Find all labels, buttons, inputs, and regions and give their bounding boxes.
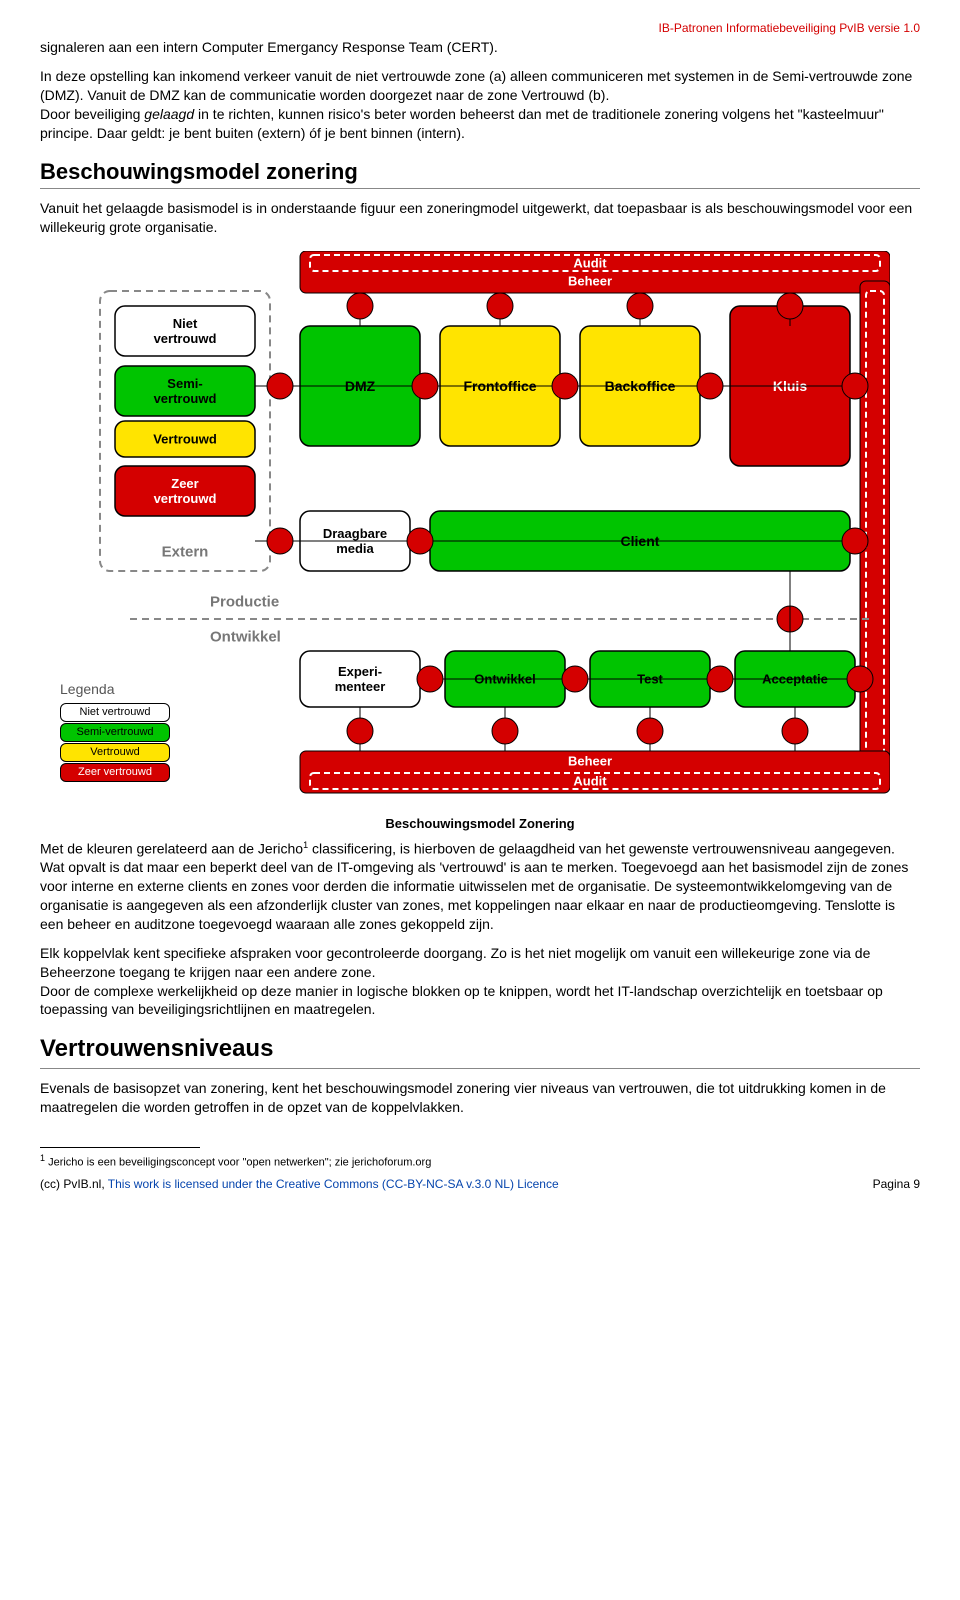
svg-text:Ontwikkel: Ontwikkel [210,628,281,645]
legend-title: Legenda [60,680,180,699]
svg-text:media: media [336,541,374,556]
svg-text:Audit: Audit [573,256,607,271]
svg-text:Extern: Extern [162,543,209,560]
svg-text:vertrouwd: vertrouwd [154,331,217,346]
zonering-diagram: AuditBeheerBeheerAuditNietvertrouwdSemi-… [70,251,890,833]
svg-text:Draagbare: Draagbare [323,526,387,541]
rule [40,188,920,189]
svg-text:Zeer: Zeer [171,476,198,491]
svg-text:menteer: menteer [335,679,386,694]
paragraph: Evenals de basisopzet van zonering, kent… [40,1079,920,1117]
svg-text:Vertrouwd: Vertrouwd [153,432,217,447]
svg-text:Beheer: Beheer [568,754,612,769]
legend-item: Zeer vertrouwd [60,763,170,782]
footnote-separator [40,1147,200,1148]
svg-text:Semi-: Semi- [167,376,202,391]
paragraph: signaleren aan een intern Computer Emerg… [40,38,920,57]
svg-text:Productie: Productie [210,593,279,610]
legend-item: Niet vertrouwd [60,703,170,722]
paragraph: Vanuit het gelaagde basismodel is in ond… [40,199,920,237]
svg-text:Niet: Niet [173,316,198,331]
heading-vertrouwensniveaus: Vertrouwensniveaus [40,1033,920,1065]
svg-text:vertrouwd: vertrouwd [154,491,217,506]
paragraph: In deze opstelling kan inkomend verkeer … [40,67,920,143]
footnote: 1 Jericho is een beveiligingsconcept voo… [40,1152,920,1171]
page-footer: (cc) PvIB.nl, This work is licensed unde… [40,1176,920,1192]
legend: Legenda Niet vertrouwdSemi-vertrouwdVert… [60,680,180,782]
svg-text:Audit: Audit [573,774,607,789]
svg-text:vertrouwd: vertrouwd [154,391,217,406]
legend-item: Vertrouwd [60,743,170,762]
paragraph: Met de kleuren gerelateerd aan de Jerich… [40,839,920,934]
paragraph: Elk koppelvlak kent specifieke afspraken… [40,944,920,1020]
diagram-caption: Beschouwingsmodel Zonering [70,815,890,833]
page-header-right: IB-Patronen Informatiebeveiliging PvIB v… [40,20,920,36]
heading-beschouwingsmodel: Beschouwingsmodel zonering [40,157,920,187]
svg-text:Experi-: Experi- [338,664,382,679]
rule [40,1068,920,1069]
legend-item: Semi-vertrouwd [60,723,170,742]
svg-text:Beheer: Beheer [568,274,612,289]
